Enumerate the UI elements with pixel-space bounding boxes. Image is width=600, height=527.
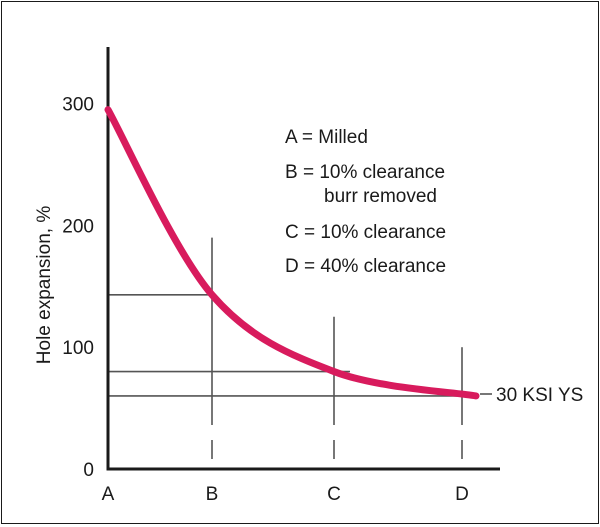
series-line xyxy=(104,106,480,400)
y-axis-title: Hole expansion, % xyxy=(34,206,55,365)
legend-entry-b: B = 10% clearance xyxy=(285,162,445,183)
y-tick-label: 300 xyxy=(62,95,94,116)
x-tick-labels: A B C D xyxy=(102,484,469,505)
y-tick-label: 200 xyxy=(62,216,94,237)
x-tick-label: D xyxy=(455,484,469,505)
x-tick-label: C xyxy=(327,484,341,505)
reference-lines xyxy=(108,237,463,459)
legend-entry-d: D = 40% clearance xyxy=(285,256,446,277)
annotation-label: 30 KSI YS xyxy=(496,385,583,406)
y-tick-label: 0 xyxy=(83,460,94,481)
x-tick-label: A xyxy=(102,484,115,505)
y-tick-labels: 0 100 200 300 xyxy=(62,95,94,481)
legend-entry-a: A = Milled xyxy=(285,127,368,148)
x-tick-label: B xyxy=(206,484,219,505)
y-tick-label: 100 xyxy=(62,338,94,359)
legend-entry-c: C = 10% clearance xyxy=(285,222,446,243)
legend: A = Milled B = 10% clearance burr removed C… xyxy=(285,127,446,277)
legend-entry-b: burr removed xyxy=(324,186,437,207)
axes xyxy=(106,47,500,471)
